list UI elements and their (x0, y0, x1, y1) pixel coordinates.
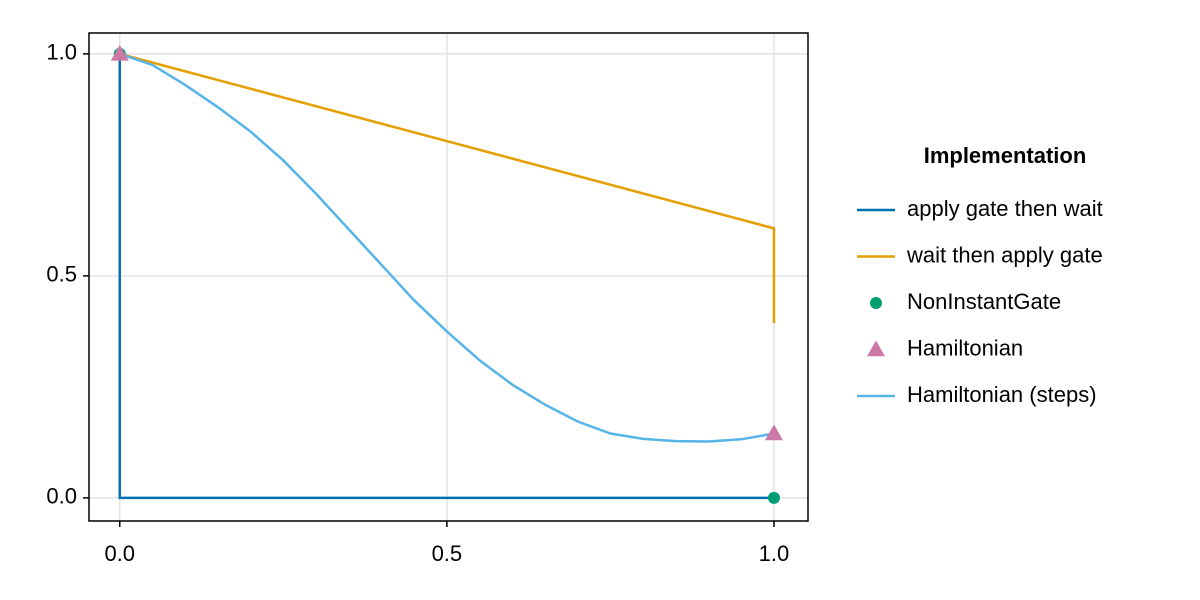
plot-frame (88, 32, 809, 522)
legend-label: apply gate then wait (907, 196, 1103, 221)
legend-label: NonInstantGate (907, 289, 1061, 314)
grid (89, 33, 808, 521)
x-tick-label: 0.5 (432, 541, 463, 566)
legend-label: Hamiltonian (907, 335, 1023, 360)
legend-title: Implementation (924, 143, 1087, 168)
series-line (119, 52, 776, 323)
x-tick-label: 0.0 (104, 541, 135, 566)
series-line (118, 53, 774, 500)
data-point (764, 424, 783, 441)
legend-label: wait then apply gate (906, 242, 1103, 267)
y-tick-label: 1.0 (46, 40, 77, 65)
legend-swatch (867, 340, 885, 357)
series-line (119, 52, 775, 443)
y-tick-label: 0.0 (46, 484, 77, 509)
plot-area (110, 44, 783, 504)
x-tick-label: 1.0 (759, 541, 790, 566)
legend: Implementation apply gate then wait wait … (857, 143, 1103, 407)
legend-label: Hamiltonian (steps) (907, 382, 1097, 407)
y-tick-label: 0.5 (46, 262, 77, 287)
data-point (110, 44, 129, 61)
legend-swatch (870, 297, 882, 309)
data-point (767, 491, 780, 504)
